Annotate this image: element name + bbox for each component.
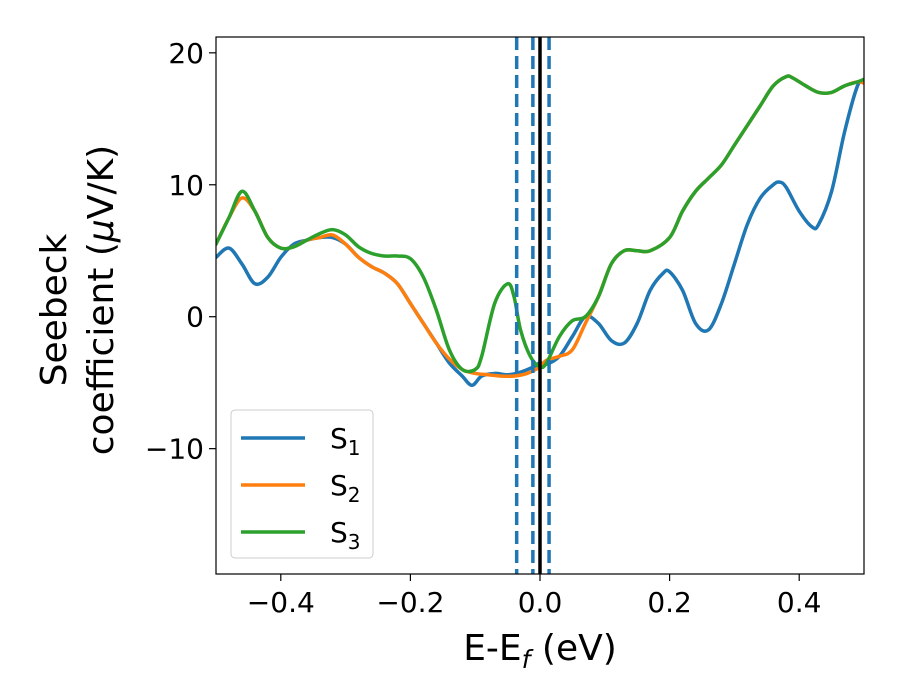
legend-label-s3: S3 <box>330 516 361 554</box>
legend-label-sub: 1 <box>348 436 361 460</box>
x-tick-label: −0.2 <box>376 586 444 619</box>
series-layer <box>216 74 864 388</box>
y-axis-title-line2-main: coefficient ( <box>81 242 122 455</box>
y-axis-title-line2: coefficient (μV/K) <box>81 145 122 455</box>
y-axis-title-mu: μ <box>81 219 122 243</box>
x-tick-label: −0.4 <box>247 586 315 619</box>
y-axis-title-unit: V/K) <box>81 145 122 219</box>
y-axis-title-line1: Seebeck <box>34 233 75 386</box>
series-line-s3 <box>216 74 864 374</box>
reference-lines <box>514 37 551 574</box>
legend-label-sub: 2 <box>348 483 361 507</box>
y-tick-label: 20 <box>168 37 204 70</box>
x-axis-ticks: −0.4 −0.2 0.0 0.2 0.4 <box>247 574 822 619</box>
x-tick-label: 0.4 <box>777 586 822 619</box>
y-tick-label: 10 <box>168 169 204 202</box>
legend-label-main: S <box>330 422 348 455</box>
legend-label-s2: S2 <box>330 469 361 507</box>
legend-label-s1: S1 <box>330 422 361 460</box>
x-tick-label: 0.2 <box>647 586 692 619</box>
legend-label-main: S <box>330 516 348 549</box>
x-axis-title: E-Ef (eV) <box>463 628 617 674</box>
y-tick-label: 0 <box>186 301 204 334</box>
y-axis-ticks: −10 0 10 20 <box>145 37 216 466</box>
x-tick-label: 0.0 <box>518 586 563 619</box>
x-axis-title-main: E-E <box>463 628 521 669</box>
y-tick-label: −10 <box>145 433 204 466</box>
x-axis-title-unit: (eV) <box>530 628 616 669</box>
legend-label-main: S <box>330 469 348 502</box>
legend-label-sub: 3 <box>348 530 361 554</box>
